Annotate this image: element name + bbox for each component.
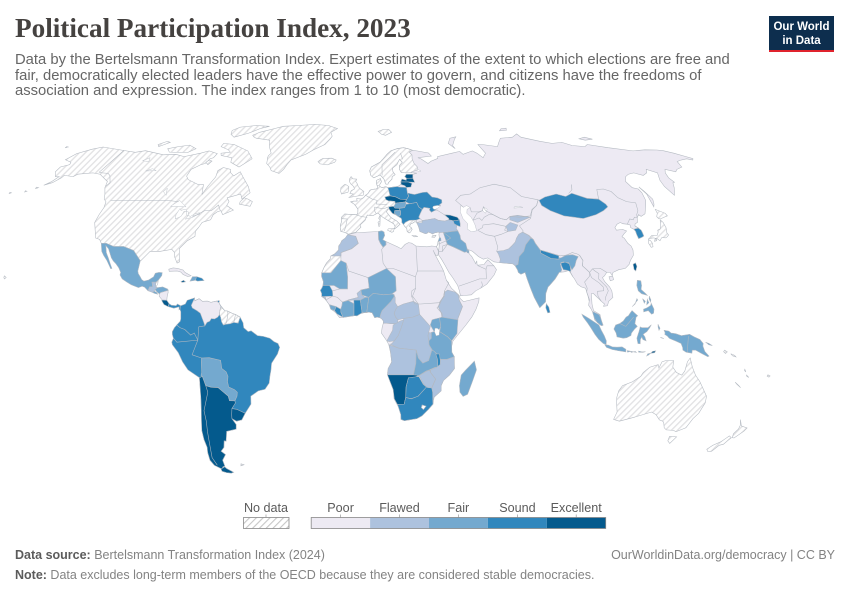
svg-text:Poor: Poor — [327, 501, 354, 515]
svg-text:Excellent: Excellent — [551, 501, 603, 515]
svg-text:Flawed: Flawed — [379, 501, 420, 515]
svg-text:Fair: Fair — [448, 501, 470, 515]
svg-text:Sound: Sound — [499, 501, 535, 515]
svg-text:No data: No data — [244, 501, 288, 515]
